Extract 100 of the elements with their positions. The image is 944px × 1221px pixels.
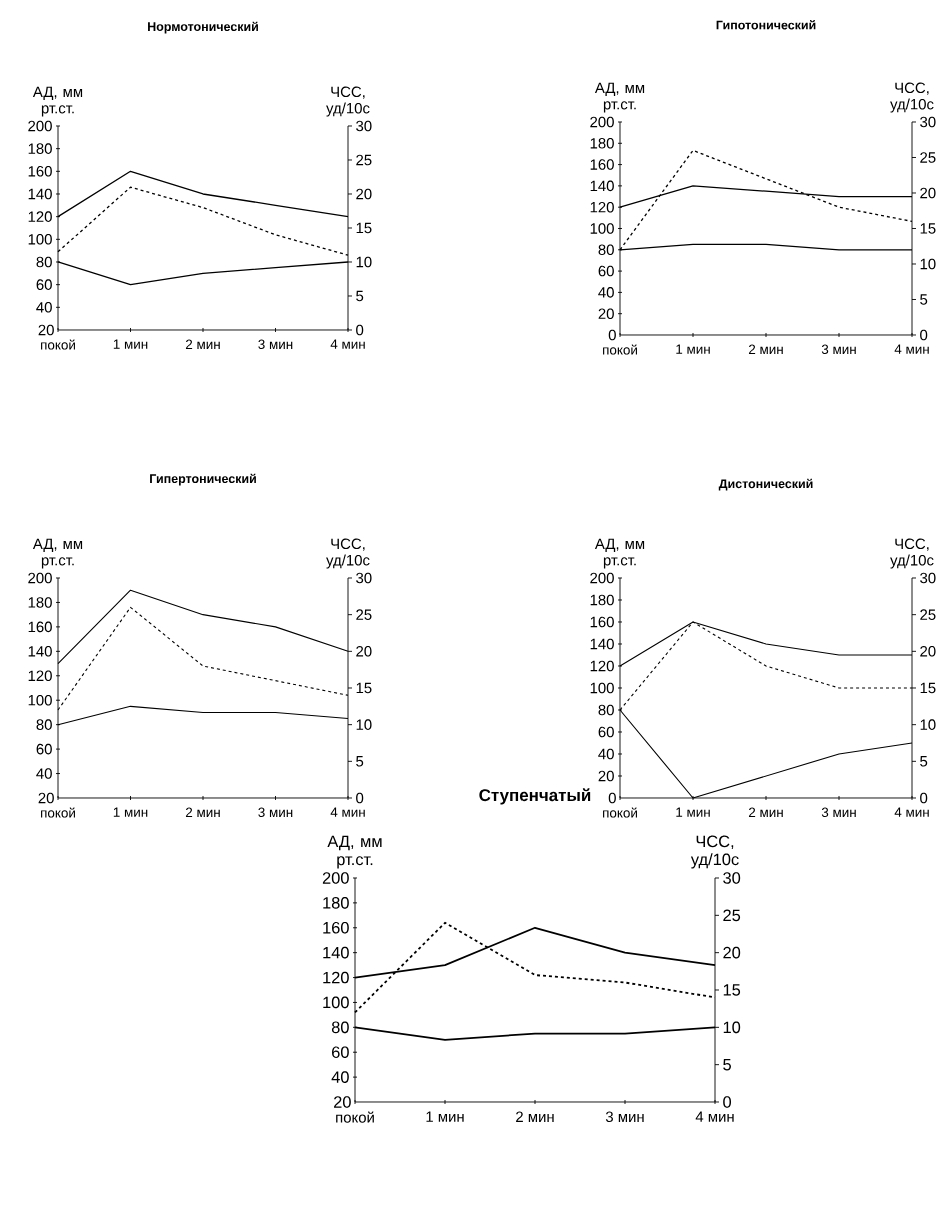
x-tick-label: 1 мин: [676, 807, 710, 817]
x-tick-label: 2 мин: [185, 807, 220, 817]
y-tick-label: 60: [36, 279, 52, 290]
y-tick-label: 60: [598, 726, 614, 738]
y-tick-label: 60: [36, 743, 52, 755]
y2-tick-label: 25: [920, 609, 936, 620]
y-tick-label: 160: [590, 616, 614, 628]
y-tick-label: 200: [28, 120, 52, 132]
x-tick-label: 1 мин: [113, 807, 148, 817]
y-tick-label: 100: [590, 682, 614, 694]
x-tick-label: 4 мин: [330, 807, 365, 817]
y2-tick-label: 0: [356, 792, 364, 804]
x-tick-label: покой: [603, 344, 637, 355]
x-tick-label: 3 мин: [258, 807, 293, 818]
x-tick-label: 2 мин: [185, 339, 220, 349]
y-tick-label: 200: [590, 572, 614, 584]
y-tick-label: 120: [590, 660, 614, 672]
y2-tick-label: 30: [920, 116, 936, 128]
y2-tick-label: 30: [356, 572, 372, 584]
x-tick-label: 3 мин: [605, 1111, 644, 1123]
y-tick-label: 40: [331, 1071, 349, 1083]
y2-tick-label: 25: [356, 154, 372, 166]
y-tick-label: 20: [38, 792, 54, 804]
x-tick-label: 3 мин: [821, 807, 856, 818]
y2-axis-title: ЧСС, уд/10с: [890, 82, 934, 113]
y-tick-label: 180: [28, 597, 52, 608]
x-tick-label: 3 мин: [821, 344, 856, 355]
y-axis-title: АД, мм рт.ст.: [32, 86, 83, 117]
y-tick-label: 100: [590, 223, 614, 234]
y2-tick-label: 15: [356, 222, 372, 234]
y-tick-label: 120: [323, 971, 349, 984]
y-tick-label: 20: [598, 770, 614, 782]
y2-tick-label: 20: [356, 646, 372, 657]
y-tick-label: 60: [332, 1046, 349, 1059]
y-tick-label: 120: [590, 201, 614, 213]
y2-tick-label: 5: [356, 756, 364, 767]
y2-tick-label: 10: [723, 1021, 741, 1034]
y-tick-label: 120: [28, 211, 52, 222]
x-tick-label: покой: [41, 339, 75, 350]
y2-tick-label: 0: [920, 329, 928, 341]
chart-title: Ступенчатый: [479, 788, 591, 805]
y-tick-label: 80: [598, 704, 614, 716]
y-tick-label: 80: [598, 244, 614, 256]
y-tick-label: 140: [590, 180, 614, 192]
y2-tick-label: 20: [920, 646, 936, 657]
y-tick-label: 100: [28, 694, 52, 706]
y-tick-label: 100: [323, 996, 349, 1009]
x-tick-label: 2 мин: [516, 1111, 554, 1122]
x-tick-label: 1 мин: [426, 1111, 464, 1122]
y2-tick-label: 0: [723, 1096, 732, 1108]
y-tick-label: 80: [36, 256, 52, 268]
y-tick-label: 140: [590, 638, 614, 650]
x-tick-label: 4 мин: [330, 339, 365, 349]
y2-tick-label: 5: [920, 294, 928, 305]
y2-tick-label: 15: [356, 682, 372, 694]
y2-axis-title: ЧСС, уд/10с: [690, 835, 739, 869]
x-tick-label: покой: [336, 1111, 374, 1123]
x-tick-label: 4 мин: [894, 807, 929, 817]
y-tick-label: 180: [323, 897, 349, 909]
y-tick-label: 60: [598, 265, 614, 277]
y-tick-label: 20: [334, 1096, 351, 1108]
y2-tick-label: 5: [920, 756, 928, 767]
y-tick-label: 100: [28, 234, 52, 245]
chart-title: Дистонический: [718, 478, 813, 491]
y2-tick-label: 0: [356, 324, 364, 336]
y2-tick-label: 10: [920, 719, 936, 730]
y2-axis-title: ЧСС, уд/10с: [890, 538, 934, 569]
y-tick-label: 160: [323, 921, 349, 934]
y-tick-label: 20: [38, 324, 54, 336]
y2-axis-title: ЧСС, уд/10с: [326, 86, 370, 117]
y2-tick-label: 30: [723, 872, 741, 884]
y-tick-label: 20: [598, 308, 614, 319]
y-tick-label: 180: [590, 137, 614, 149]
chart-title: Гипотонический: [716, 20, 816, 30]
x-tick-label: 2 мин: [748, 344, 783, 354]
x-tick-label: 2 мин: [748, 807, 783, 817]
y-tick-label: 40: [598, 748, 614, 760]
y-axis-title: АД, мм рт.ст.: [32, 538, 83, 569]
y-tick-label: 40: [36, 768, 52, 779]
y-tick-label: 160: [28, 621, 52, 633]
y-tick-label: 80: [36, 719, 52, 730]
y2-tick-label: 25: [356, 609, 372, 620]
y-tick-label: 200: [590, 116, 614, 128]
chart-title: Нормотонический: [148, 21, 258, 34]
x-tick-label: 1 мин: [676, 344, 710, 354]
y2-tick-label: 25: [723, 909, 741, 922]
y-tick-label: 200: [28, 572, 52, 584]
y2-tick-label: 15: [920, 682, 936, 694]
y-tick-label: 0: [608, 792, 616, 804]
y2-axis-title: ЧСС, уд/10с: [326, 538, 370, 569]
y2-tick-label: 30: [356, 120, 372, 132]
y2-tick-label: 20: [920, 187, 936, 199]
y-tick-label: 140: [28, 646, 52, 657]
x-tick-label: 4 мин: [695, 1111, 734, 1122]
y2-tick-label: 25: [920, 152, 936, 163]
y2-tick-label: 30: [920, 572, 936, 584]
chart-title: Гипертонический: [150, 473, 256, 486]
y2-tick-label: 20: [723, 946, 741, 959]
y-tick-label: 200: [322, 872, 349, 884]
x-tick-label: 4 мин: [894, 344, 929, 354]
